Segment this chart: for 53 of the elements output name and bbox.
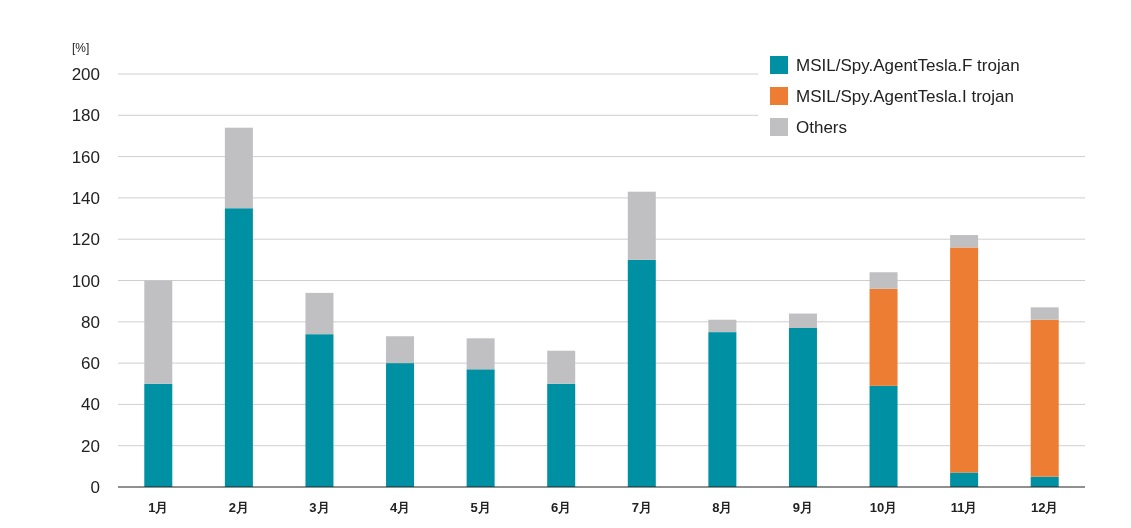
y-tick-label: 80 [81, 312, 100, 332]
y-tick-label: 20 [81, 436, 100, 456]
y-tick-label: 60 [81, 354, 100, 374]
bar [144, 383, 173, 487]
bar [386, 363, 415, 487]
x-tick-label: 12月 [1030, 500, 1059, 515]
y-tick-label: 0 [90, 478, 100, 497]
bar [144, 280, 173, 384]
y-tick-label: 140 [71, 188, 100, 208]
x-tick-label: 4月 [389, 500, 411, 515]
bar [708, 319, 737, 333]
legend-label: MSIL/Spy.AgentTesla.I trojan [796, 87, 1014, 106]
y-tick-label: 180 [71, 106, 100, 126]
y-tick-label: 40 [81, 395, 100, 415]
x-tick-label: 9月 [792, 500, 814, 515]
y-tick-label: 200 [71, 65, 100, 84]
bar [1030, 307, 1059, 320]
bar [869, 272, 898, 289]
bar [386, 336, 415, 364]
bar [305, 292, 334, 335]
bar [1030, 319, 1059, 477]
bar [788, 313, 817, 328]
y-tick-label: 120 [71, 230, 100, 250]
y-tick-label: 160 [71, 147, 100, 167]
bar [869, 288, 898, 386]
x-tick-label: 3月 [309, 500, 330, 515]
x-tick-label: 11月 [950, 500, 978, 515]
x-tick-label: 6月 [551, 500, 572, 515]
x-tick-label: 10月 [869, 500, 898, 515]
bar [788, 328, 817, 487]
x-tick-label: 2月 [228, 500, 249, 515]
bar [950, 472, 979, 487]
y-tick-label: 100 [71, 271, 100, 291]
bar [305, 334, 334, 487]
bar [627, 191, 656, 260]
x-tick-label: 5月 [470, 500, 491, 515]
x-tick-label: 7月 [631, 500, 652, 515]
y-axis-title: [%] [72, 41, 90, 55]
legend-label: Others [796, 118, 848, 137]
bar [224, 208, 253, 487]
bar [224, 127, 253, 209]
bar [708, 332, 737, 487]
bar [869, 385, 898, 487]
bar [950, 247, 979, 473]
x-tick-label: 8月 [712, 500, 733, 515]
bar [950, 235, 979, 248]
bar [627, 259, 656, 487]
legend-label: MSIL/Spy.AgentTesla.F trojan [796, 56, 1020, 75]
bar [547, 350, 576, 384]
bar [466, 338, 495, 370]
bar [547, 383, 576, 487]
x-tick-label: 1月 [148, 500, 169, 515]
bar [466, 369, 495, 487]
